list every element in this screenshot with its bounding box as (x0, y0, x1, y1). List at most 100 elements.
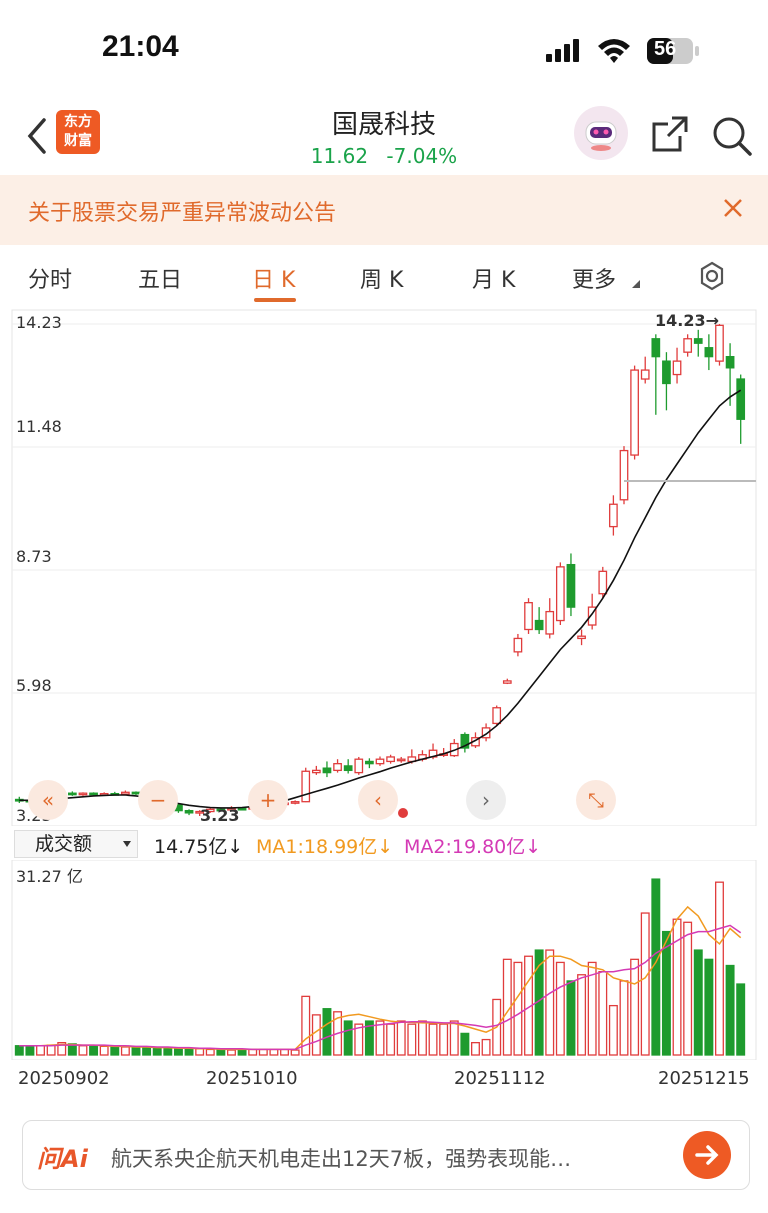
candle (375, 756, 385, 766)
candle (693, 329, 703, 357)
volume-bar (184, 1048, 194, 1056)
candle (365, 758, 374, 769)
candlestick-chart[interactable] (0, 306, 768, 826)
volume-bar (89, 1045, 99, 1056)
volume-bar (439, 1023, 449, 1056)
volume-bar (237, 1048, 247, 1056)
ai-logo: 问Ai (37, 1145, 88, 1173)
candle (343, 759, 353, 774)
candle (502, 678, 512, 685)
volume-bar (311, 1014, 321, 1056)
arrow-right-button[interactable] (683, 1131, 731, 1179)
volume-bar (375, 1020, 385, 1056)
price-axis-label: 5.98 (16, 676, 52, 695)
volume-selector-label: 成交额 (35, 833, 93, 855)
announcement-banner[interactable]: 关于股票交易严重异常波动公告 (0, 175, 768, 245)
volume-bar (736, 983, 746, 1056)
volume-bar (110, 1046, 120, 1056)
tab-weekly-k[interactable]: 周 K (360, 268, 404, 293)
volume-bar (195, 1048, 205, 1056)
assistant-robot-icon[interactable] (574, 106, 628, 160)
candle (609, 495, 618, 536)
candle (460, 732, 470, 753)
volume-bar (131, 1046, 141, 1056)
search-icon[interactable] (710, 114, 754, 158)
tab-five-day[interactable]: 五日 (138, 268, 183, 293)
chevron-right-icon[interactable]: › (466, 780, 506, 820)
zoom-out-button[interactable]: − (138, 780, 178, 820)
candle (333, 759, 342, 773)
arrow-right-icon (695, 1145, 719, 1165)
announcement-text[interactable]: 关于股票交易严重异常波动公告 (28, 201, 337, 226)
price-axis-label: 14.23 (16, 313, 62, 332)
ai-news-text[interactable]: 航天系央企航天机电走出12天7板，强势表现能… (111, 1147, 572, 1171)
low-price-marker: 3.23 (200, 806, 240, 825)
indicator-dot (398, 808, 408, 818)
candle (555, 562, 565, 626)
volume-bar (25, 1045, 35, 1056)
volume-chart[interactable] (0, 860, 768, 1060)
tab-monthly-k[interactable]: 月 K (472, 268, 516, 293)
candle (449, 739, 459, 757)
volume-bar (205, 1048, 215, 1056)
volume-bar (683, 921, 693, 1056)
volume-bar (545, 949, 555, 1056)
share-icon[interactable] (650, 114, 690, 154)
candle (184, 809, 194, 816)
status-bar: 21:04 56 (0, 0, 768, 100)
candle (736, 374, 746, 444)
volume-axis-max: 31.27 亿 (16, 867, 83, 886)
volume-bar (173, 1048, 183, 1056)
volume-bar (693, 949, 703, 1056)
back-arrow-icon[interactable] (22, 116, 52, 156)
volume-bar (587, 961, 597, 1056)
more-caret-icon (632, 280, 640, 288)
cellular-signal-icon (546, 39, 579, 62)
high-price-marker: 14.23→ (655, 311, 720, 330)
volume-bar (577, 974, 587, 1056)
candle (577, 629, 586, 646)
volume-bar (301, 995, 311, 1056)
candle (67, 791, 77, 796)
volume-bar (449, 1020, 459, 1056)
price-axis-label: 8.73 (16, 547, 52, 566)
volume-bar (640, 912, 650, 1056)
app-logo[interactable]: 东方 财富 (56, 110, 100, 154)
candle (301, 767, 311, 803)
tab-daily-k[interactable]: 日 K (252, 268, 296, 293)
volume-bar (608, 1004, 618, 1056)
volume-bar (14, 1045, 24, 1056)
candle (322, 761, 332, 778)
volume-bar (407, 1023, 417, 1056)
stock-name: 国晟科技 (331, 110, 436, 140)
candle (78, 792, 88, 796)
volume-bar (248, 1048, 258, 1056)
tab-more[interactable]: 更多 (572, 268, 617, 293)
volume-bar (555, 961, 565, 1056)
volume-bar (513, 961, 523, 1056)
chevron-left-icon[interactable]: ‹ (358, 780, 398, 820)
volume-bar (598, 971, 608, 1056)
volume-bar (99, 1045, 109, 1056)
volume-bar (481, 1038, 491, 1056)
date-label: 20251215 (658, 1068, 750, 1089)
close-icon[interactable] (718, 193, 748, 223)
volume-bar (163, 1046, 173, 1056)
volume-bar (78, 1045, 88, 1056)
candle (195, 810, 205, 816)
candle (662, 352, 671, 411)
volume-bar (661, 930, 671, 1056)
zoom-in-button[interactable]: + (248, 780, 288, 820)
expand-icon[interactable]: ⤡ (576, 780, 616, 820)
candle (683, 334, 693, 357)
gear-icon[interactable] (696, 260, 728, 292)
candle (205, 807, 215, 813)
ai-news-bar[interactable]: 问Ai 航天系央企航天机电走出12天7板，强势表现能… (22, 1120, 750, 1190)
candle (89, 792, 98, 796)
candle (354, 756, 364, 775)
volume-indicator-select[interactable]: 成交额 (14, 830, 138, 858)
volume-bar (142, 1046, 152, 1056)
candle (566, 553, 576, 617)
tab-intraday[interactable]: 分时 (28, 268, 73, 293)
chevrons-left-icon[interactable]: « (28, 780, 68, 820)
